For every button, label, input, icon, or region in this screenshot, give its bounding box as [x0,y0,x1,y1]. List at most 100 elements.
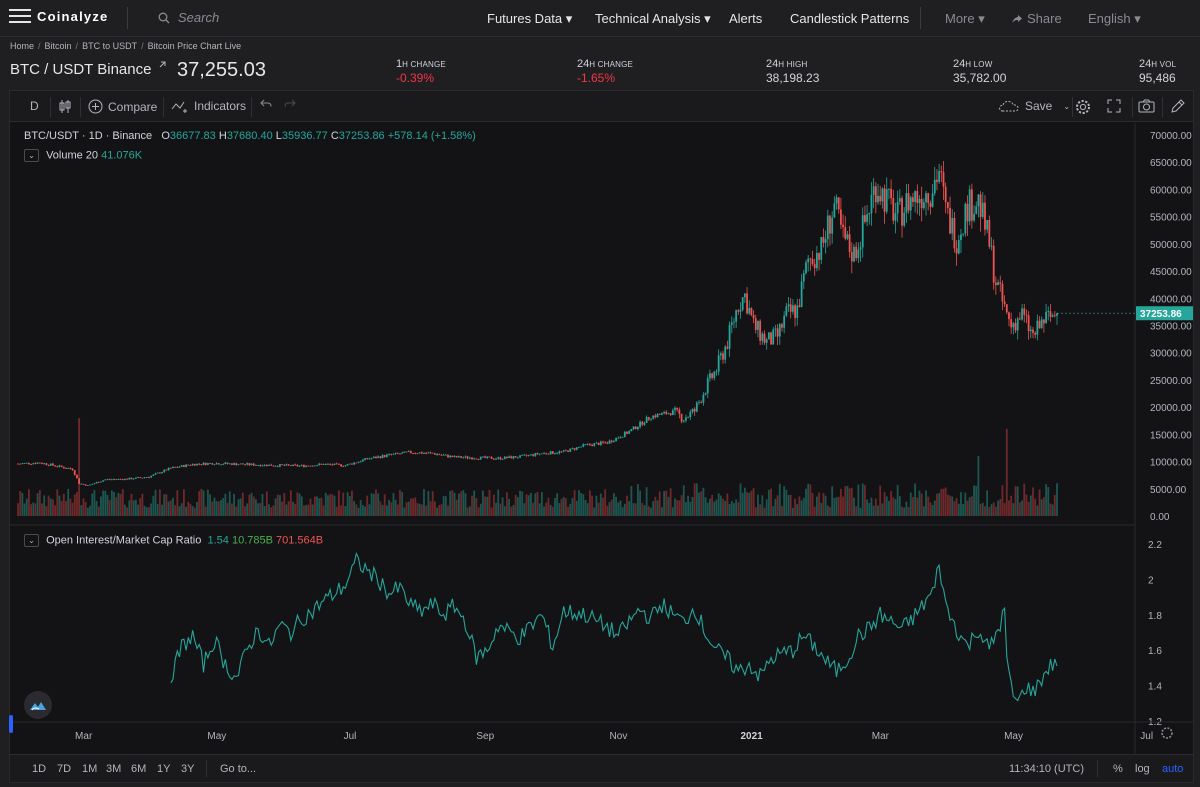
volume-bar [661,507,663,516]
candle-body [492,458,495,460]
candle-body [785,306,788,316]
volume-bar [244,506,246,516]
candle-body [261,465,264,467]
interval-button[interactable]: D [30,99,39,113]
auto-toggle[interactable]: auto [1162,763,1184,775]
nav-more[interactable]: More ▾ [945,11,985,26]
breadcrumb: Home / Bitcoin / BTC to USDT / Bitcoin Pric… [10,41,242,51]
compare-button[interactable]: Compare [88,99,157,114]
range-3y[interactable]: 3Y [181,763,195,775]
nav-language[interactable]: English ▾ [1088,11,1141,26]
search-box[interactable]: Search [158,10,219,25]
goto-button[interactable]: Go to... [220,763,257,775]
price-chart[interactable]: 70000.00 65000.00 60000.00 55000.00 50000.00… [10,123,1193,754]
redo-button[interactable] [284,99,296,109]
volume-bar [750,490,753,516]
collapse-volume-button[interactable]: ⌄ [24,149,39,162]
candle-body [733,321,735,323]
volume-bar [953,501,956,516]
range-1m[interactable]: 1M [82,763,98,775]
nav-candlestick-patterns[interactable]: Candlestick Patterns [790,11,910,26]
range-3m[interactable]: 3M [106,763,122,775]
volume-bar [1005,428,1008,516]
candle-body [918,198,921,203]
volume-bar [931,505,934,516]
save-dropdown-icon[interactable]: ⌄ [1063,101,1071,111]
nav-alerts[interactable]: Alerts [729,11,763,26]
candle-type-button[interactable] [59,99,71,114]
logo[interactable]: Coinalyze [9,8,108,24]
volume-bar [104,490,107,516]
candle-body [597,442,600,446]
indicators-button[interactable]: Indicators [171,99,246,113]
candle-body [429,452,432,454]
link-icon[interactable] [158,61,166,69]
pair-name[interactable]: BTC / USDT Binance [10,61,166,78]
volume-bar [608,502,611,516]
candle-body [246,463,249,465]
volume-bars [17,418,1058,516]
candle-body [645,417,648,423]
menu-icon[interactable] [9,8,31,24]
undo-button[interactable] [260,99,272,109]
candle-body [1036,320,1039,335]
candle-body [667,413,670,415]
breadcrumb-home[interactable]: Home [10,41,35,51]
candle-body [95,482,98,484]
breadcrumb-bitcoin[interactable]: Bitcoin [44,41,72,51]
volume-bar [156,503,159,516]
candle-body [124,478,126,480]
price-tick-label: 65000.00 [1150,158,1192,169]
volume-bar [536,492,539,516]
volume-bar [447,505,449,516]
candle-body [905,193,908,213]
candle-body [1045,311,1047,324]
settings-button[interactable] [1075,99,1091,115]
candle-body [434,453,436,455]
candle-body [715,371,718,373]
volume-bar [1047,487,1050,516]
volume-bar [929,502,932,516]
volume-bar [650,507,652,516]
volume-bar [855,506,858,516]
range-1y[interactable]: 1Y [157,763,171,775]
nav-technical-analysis[interactable]: Technical Analysis ▾ [595,11,711,26]
volume-bar [375,489,377,516]
range-6m[interactable]: 6M [131,763,147,775]
volume-bar [455,499,458,516]
log-toggle[interactable]: log [1135,763,1150,775]
volume-bar [89,505,91,516]
candle-body [634,426,637,430]
drawing-tools-button[interactable] [1170,99,1185,114]
candle-body [726,346,729,349]
volume-bar [41,503,43,516]
fullscreen-button[interactable] [1107,99,1121,113]
nav-share[interactable]: Share [1012,11,1062,26]
utc-time[interactable]: 11:34:10 (UTC) [1009,763,1084,775]
volume-bar [91,493,94,516]
scroll-handle[interactable] [9,715,13,733]
volume-bar [392,492,395,516]
volume-bar [276,494,279,516]
volume-bar [486,496,489,516]
collapse-oi-button[interactable]: ⌄ [24,534,39,547]
candle-body [929,202,932,207]
volume-bar [909,492,912,516]
volume-bar [630,486,633,516]
volume-bar [896,485,899,516]
candle-body [658,413,661,415]
range-7d[interactable]: 7D [57,763,72,775]
candle-body [272,465,275,467]
candle-body [370,458,373,459]
save-button[interactable]: Save ⌄ [998,99,1070,113]
screenshot-button[interactable] [1138,99,1155,113]
breadcrumb-btc-usdt[interactable]: BTC to USDT [82,41,138,51]
range-1d[interactable]: 1D [32,763,47,775]
volume-bar [180,503,183,516]
candle-body [772,329,775,345]
candle-body [680,413,683,422]
chart-logo-button[interactable] [24,691,52,719]
volume-bar [331,494,334,516]
nav-futures-data[interactable]: Futures Data ▾ [487,11,573,26]
percent-toggle[interactable]: % [1113,763,1123,775]
